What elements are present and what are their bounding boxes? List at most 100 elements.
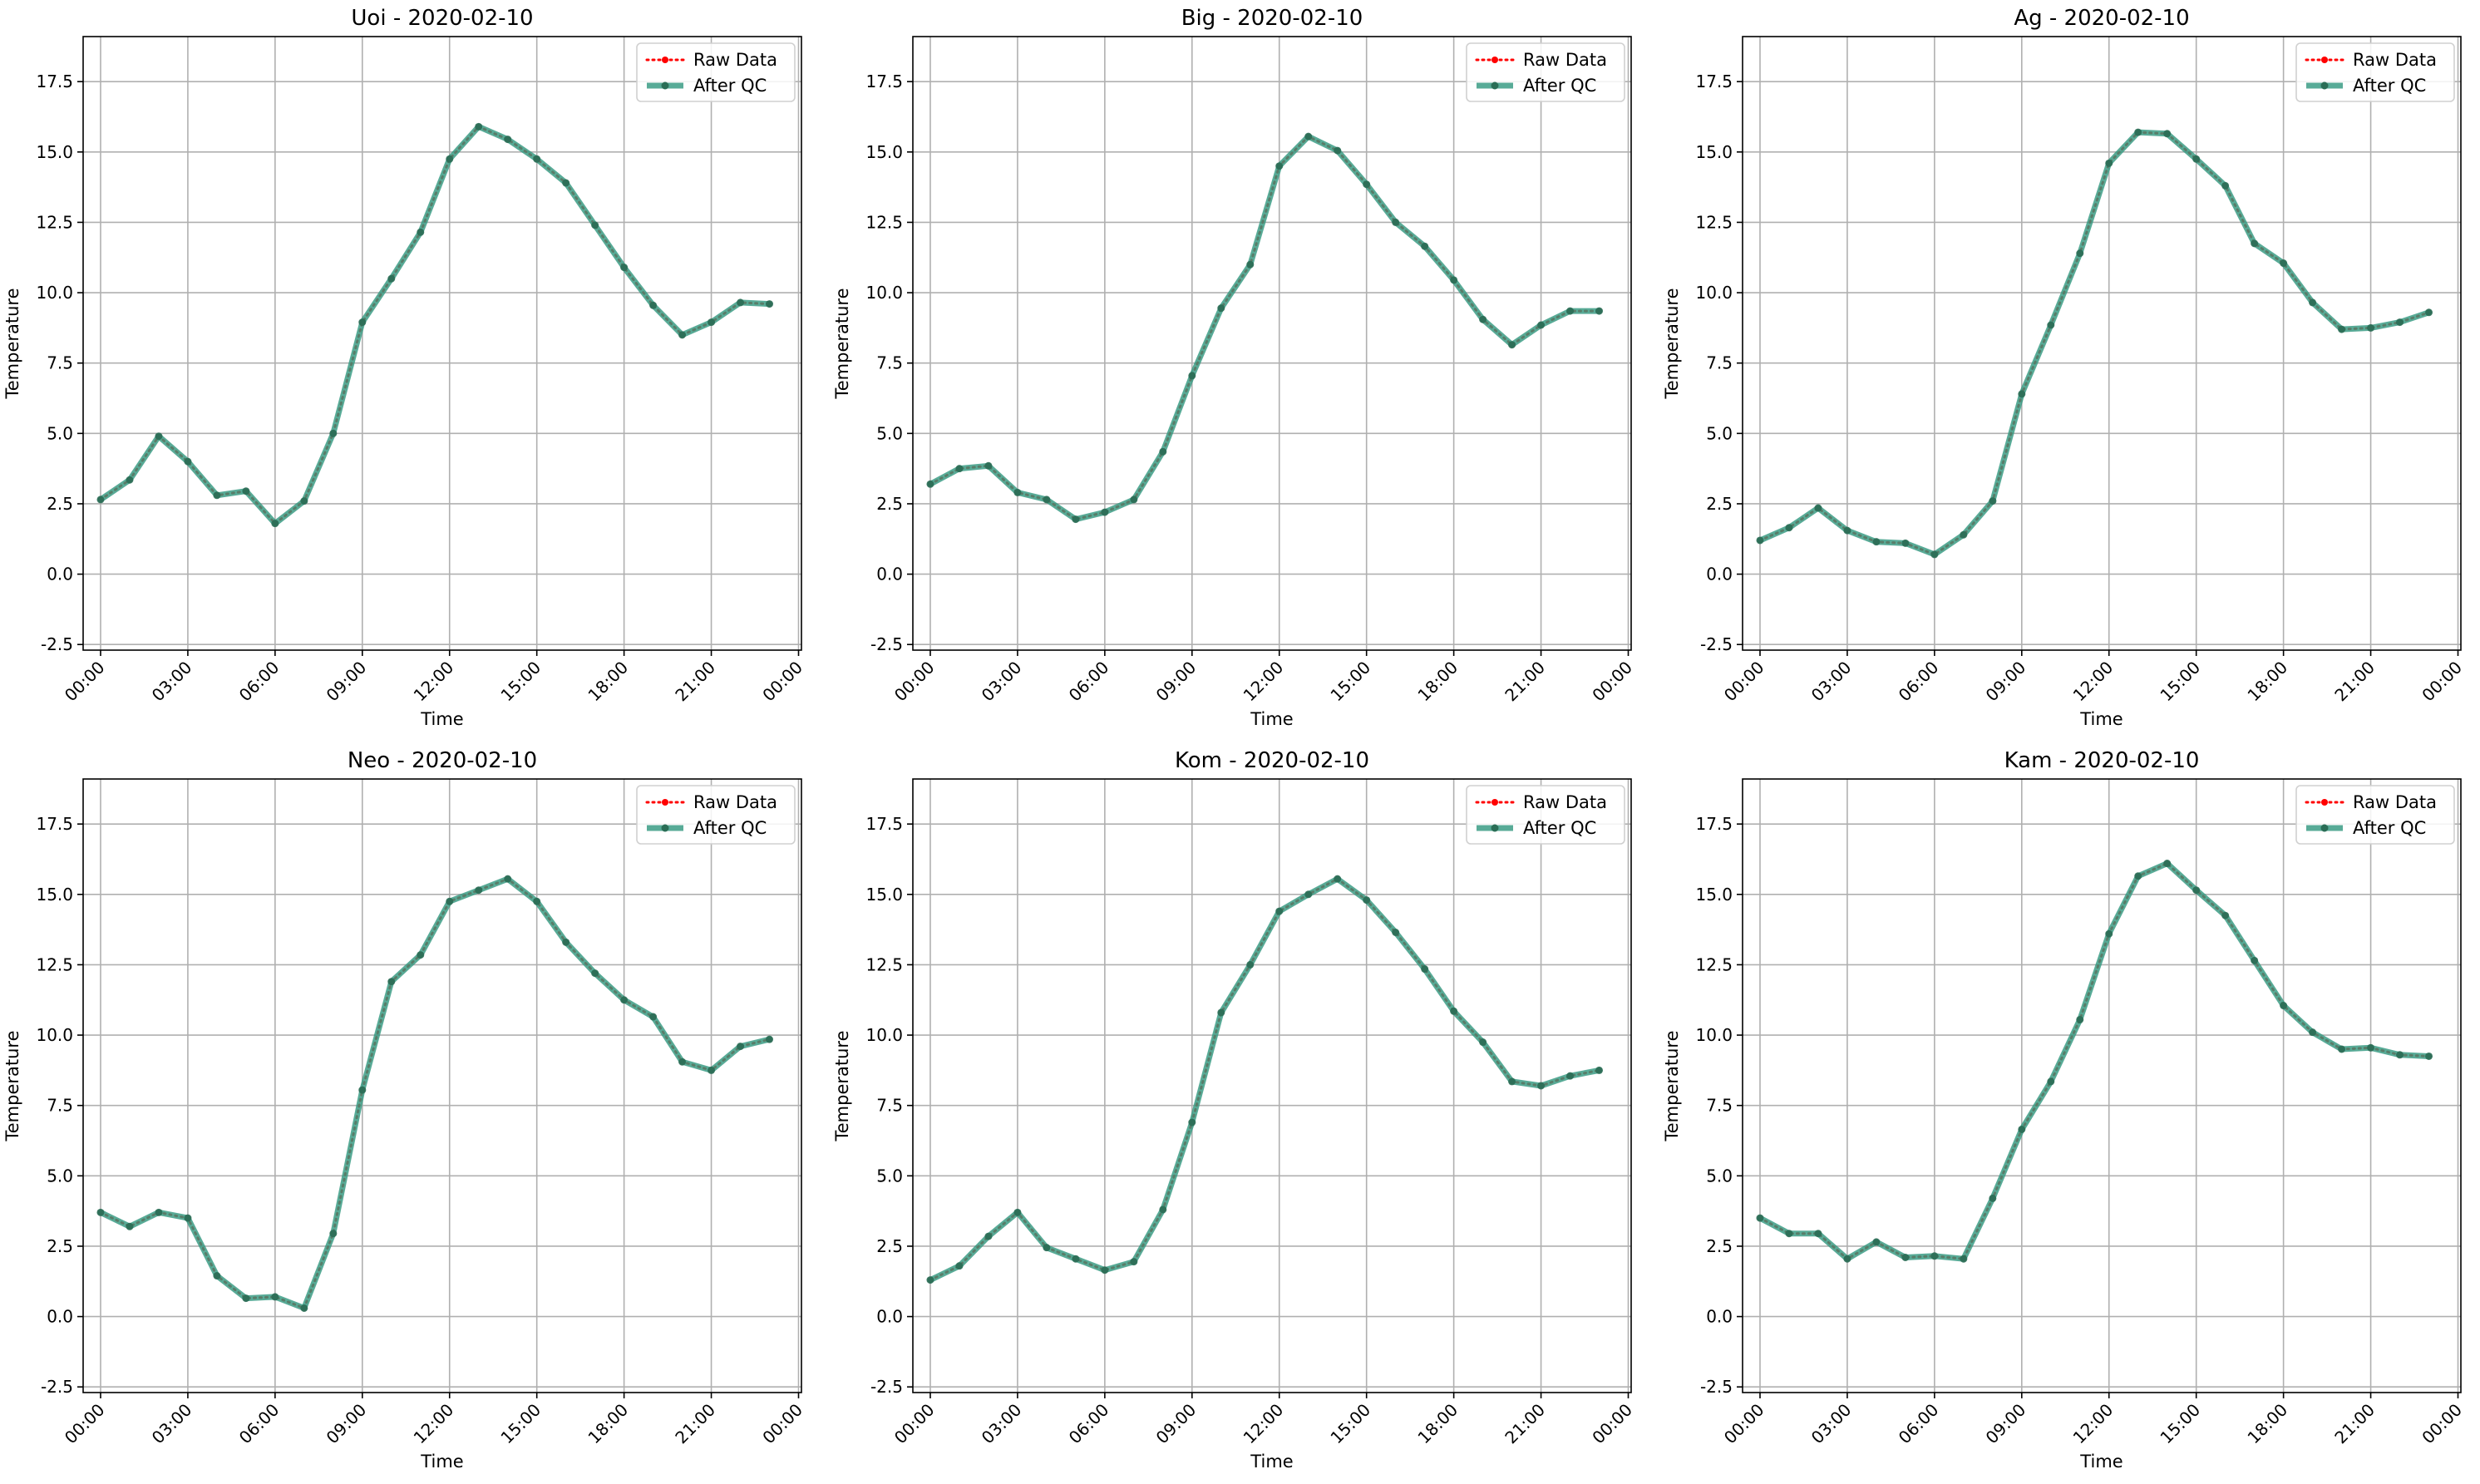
- subplot-2: 00:00 03:00 06:00 09:00 12:00 15:00 18:00 21:00…: [832, 6, 1636, 729]
- after-qc-point: [1188, 1118, 1196, 1127]
- x-tick-label: 03:00: [978, 1400, 1026, 1448]
- after-qc-point: [2018, 1125, 2026, 1133]
- x-axis-label: Time: [1250, 1452, 1293, 1472]
- after-qc-point: [2280, 1002, 2288, 1010]
- y-tick-label: 2.5: [47, 1236, 73, 1256]
- after-qc-point: [1246, 960, 1255, 969]
- series-line-after-qc: [927, 875, 1602, 1284]
- after-qc-point: [678, 331, 687, 339]
- x-tick-label: 12:00: [410, 1400, 458, 1448]
- y-tick-label: -2.5: [41, 1377, 73, 1397]
- legend: Raw Data After QC: [1466, 42, 1625, 102]
- after-qc-point: [1537, 1082, 1546, 1090]
- y-tick-label: 0.0: [1706, 565, 1733, 584]
- after-qc-point: [1275, 162, 1284, 170]
- series-line-after-qc: [927, 133, 1602, 523]
- after-qc-point: [271, 520, 279, 528]
- x-tick-label: 00:00: [890, 658, 939, 706]
- y-tick-label: 10.0: [1695, 283, 1733, 303]
- after-qc-point: [417, 228, 425, 236]
- after-qc-point: [213, 491, 221, 500]
- x-tick-label: 18:00: [2243, 658, 2291, 706]
- legend: Raw Data After QC: [1466, 785, 1625, 845]
- after-qc-point: [2425, 308, 2433, 317]
- y-tick-label: 12.5: [1695, 212, 1733, 232]
- x-axis-label: Time: [1250, 709, 1293, 729]
- y-tick-label: 17.5: [865, 71, 903, 91]
- after-qc-point: [446, 155, 454, 163]
- after-qc-point: [1756, 536, 1764, 545]
- y-axis-label: Temperature: [832, 288, 852, 399]
- x-tick-label: 00:00: [61, 1400, 109, 1448]
- after-qc-point: [1392, 929, 1400, 936]
- after-qc-point: [562, 938, 570, 946]
- x-tick-label: 09:00: [1152, 1400, 1201, 1448]
- y-tick-label: 17.5: [36, 71, 73, 91]
- subplot-title: Neo - 2020-02-10: [348, 748, 537, 773]
- x-tick-label: 12:00: [2069, 658, 2118, 706]
- after-qc-point: [300, 497, 308, 505]
- after-qc-point: [1159, 447, 1167, 456]
- y-tick-label: 2.5: [876, 1236, 903, 1256]
- x-tick-label: 06:00: [1065, 1400, 1113, 1448]
- y-tick-label: 5.0: [47, 1166, 73, 1186]
- after-qc-point: [1101, 1266, 1109, 1274]
- subplot-3: 00:00 03:00 06:00 09:00 12:00 15:00 18:00 21:00…: [1662, 6, 2466, 729]
- after-qc-point: [984, 461, 993, 470]
- series-line-raw-data: [929, 135, 1600, 521]
- after-qc-point: [2251, 239, 2259, 248]
- after-qc-point: [504, 136, 512, 144]
- subplot-title: Uoi - 2020-02-10: [351, 6, 533, 31]
- after-qc-point: [984, 1232, 993, 1240]
- after-qc-point: [1508, 341, 1516, 349]
- x-tick-label: 15:00: [496, 658, 545, 706]
- x-tick-label: 09:00: [323, 658, 371, 706]
- x-tick-label: 03:00: [978, 658, 1026, 706]
- legend: Raw Data After QC: [636, 42, 796, 102]
- y-tick-label: 10.0: [865, 1025, 903, 1045]
- y-axis-label: Temperature: [1662, 288, 1682, 399]
- after-qc-point: [126, 1222, 134, 1230]
- legend-marker-raw-data: [1491, 57, 1498, 63]
- x-tick-label: 06:00: [1895, 1400, 1943, 1448]
- x-axis-label: Time: [420, 709, 463, 729]
- y-tick-label: 7.5: [1706, 353, 1733, 373]
- after-qc-point: [242, 1294, 250, 1303]
- x-axis-label: Time: [2079, 709, 2123, 729]
- after-qc-point: [737, 298, 745, 307]
- after-qc-point: [1508, 1077, 1516, 1086]
- y-tick-label: 5.0: [876, 1166, 903, 1186]
- after-qc-point: [926, 1276, 934, 1284]
- after-qc-point: [358, 1086, 367, 1094]
- x-tick-label: 06:00: [1895, 658, 1943, 706]
- legend-marker-after-qc: [1491, 824, 1499, 832]
- legend-label: After QC: [1523, 818, 1596, 838]
- y-tick-label: 7.5: [47, 353, 73, 373]
- x-tick-label: 21:00: [671, 658, 719, 706]
- legend-label: After QC: [2353, 76, 2426, 96]
- after-qc-point: [475, 886, 483, 895]
- after-qc-point: [1188, 372, 1196, 380]
- after-qc-point: [1479, 315, 1487, 323]
- after-qc-point: [1334, 875, 1342, 883]
- x-tick-label: 00:00: [890, 1400, 939, 1448]
- after-qc-point: [1595, 307, 1604, 315]
- after-qc-point: [1450, 276, 1458, 284]
- after-qc-point: [2047, 1077, 2055, 1086]
- after-qc-point: [1479, 1038, 1487, 1047]
- after-qc-point: [591, 969, 599, 978]
- y-axis-label: Temperature: [1662, 1030, 1682, 1141]
- x-tick-label: 18:00: [1413, 658, 1462, 706]
- after-qc-point: [1013, 1208, 1022, 1216]
- x-tick-label: 00:00: [2418, 1400, 2466, 1448]
- y-tick-label: 12.5: [865, 954, 903, 974]
- y-tick-label: 10.0: [865, 283, 903, 303]
- after-qc-point: [1363, 896, 1371, 905]
- x-tick-label: 18:00: [2243, 1400, 2291, 1448]
- y-tick-label: 7.5: [876, 353, 903, 373]
- after-qc-point: [2163, 130, 2172, 138]
- after-qc-point: [2134, 128, 2142, 136]
- after-qc-point: [387, 274, 396, 283]
- y-tick-label: 2.5: [47, 494, 73, 514]
